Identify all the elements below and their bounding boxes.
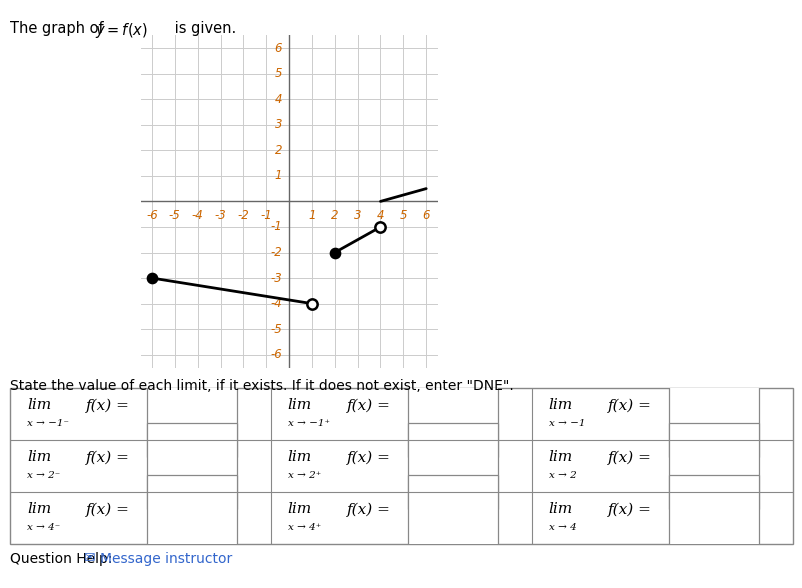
Text: x → −1: x → −1	[548, 419, 585, 428]
Bar	[147, 423, 237, 509]
Text: lim: lim	[26, 502, 51, 516]
Text: f(x) =: f(x) =	[346, 450, 390, 465]
Text: 3: 3	[274, 118, 282, 131]
Text: x → −1⁺: x → −1⁺	[287, 419, 330, 428]
Text: x → 2⁺: x → 2⁺	[287, 471, 321, 480]
Text: 4: 4	[376, 209, 384, 222]
Point	[328, 248, 341, 257]
Text: 2: 2	[330, 209, 338, 222]
Text: -3: -3	[270, 272, 282, 285]
Text: f(x) =: f(x) =	[86, 398, 129, 413]
Point	[305, 299, 318, 308]
Text: -6: -6	[270, 348, 282, 361]
Text: -1: -1	[270, 220, 282, 233]
Text: x → 4⁻: x → 4⁻	[26, 523, 60, 532]
Text: Message instructor: Message instructor	[100, 552, 233, 566]
Text: The graph of: The graph of	[10, 21, 107, 36]
Point	[145, 273, 158, 283]
Text: -6: -6	[146, 209, 158, 222]
Text: f(x) =: f(x) =	[607, 450, 650, 465]
Bar	[407, 475, 497, 561]
Text: lim: lim	[287, 450, 312, 465]
Text: x → −1⁻: x → −1⁻	[26, 419, 69, 428]
Text: lim: lim	[548, 450, 573, 465]
Text: x → 4: x → 4	[548, 523, 576, 532]
Text: lim: lim	[287, 399, 312, 412]
Text: 1: 1	[274, 169, 282, 182]
Text: lim: lim	[548, 502, 573, 516]
Text: 3: 3	[354, 209, 361, 222]
Text: lim: lim	[287, 502, 312, 516]
Text: -2: -2	[270, 246, 282, 259]
Text: 2: 2	[274, 144, 282, 157]
Text: -5: -5	[168, 209, 180, 222]
Text: 5: 5	[399, 209, 407, 222]
Text: lim: lim	[548, 399, 573, 412]
Bar	[407, 423, 497, 509]
Text: x → 2⁻: x → 2⁻	[26, 471, 60, 480]
Point	[374, 222, 387, 232]
Text: -2: -2	[237, 209, 249, 222]
Bar	[668, 475, 758, 561]
Text: ✉: ✉	[83, 552, 95, 566]
Bar	[147, 371, 237, 457]
Text: 1: 1	[308, 209, 315, 222]
Text: -4: -4	[270, 297, 282, 310]
Text: lim: lim	[26, 399, 51, 412]
Text: f(x) =: f(x) =	[346, 398, 390, 413]
Text: f(x) =: f(x) =	[607, 502, 650, 516]
Text: Question Help:: Question Help:	[10, 552, 112, 566]
Bar	[147, 475, 237, 561]
Bar	[668, 371, 758, 457]
Text: 6: 6	[274, 42, 282, 55]
Text: -5: -5	[270, 323, 282, 336]
Text: -1: -1	[260, 209, 272, 222]
Text: $y = f(x)$: $y = f(x)$	[95, 21, 148, 39]
Text: 5: 5	[274, 67, 282, 80]
Text: -4: -4	[192, 209, 203, 222]
Text: f(x) =: f(x) =	[607, 398, 650, 413]
Text: lim: lim	[26, 450, 51, 465]
Text: f(x) =: f(x) =	[86, 450, 129, 465]
Text: f(x) =: f(x) =	[346, 502, 390, 516]
Text: x → 2: x → 2	[548, 471, 576, 480]
Text: State the value of each limit, if it exists. If it does not exist, enter "DNE".: State the value of each limit, if it exi…	[10, 379, 512, 393]
Text: 6: 6	[422, 209, 429, 222]
Text: is given.: is given.	[170, 21, 237, 36]
Bar	[407, 371, 497, 457]
Text: x → 4⁺: x → 4⁺	[287, 523, 321, 532]
Text: f(x) =: f(x) =	[86, 502, 129, 516]
Text: -3: -3	[214, 209, 226, 222]
Text: 4: 4	[274, 93, 282, 106]
Bar	[668, 423, 758, 509]
